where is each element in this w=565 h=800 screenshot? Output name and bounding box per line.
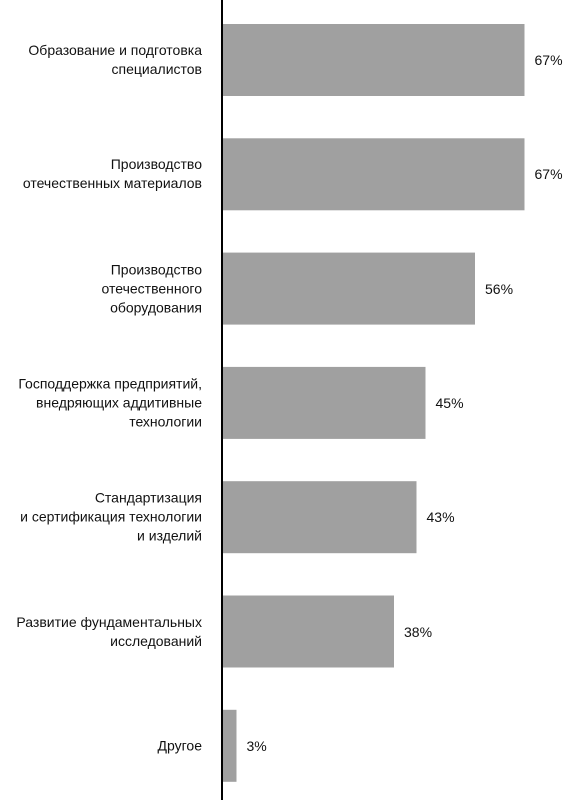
bar (223, 481, 417, 554)
category-label: Производство отечественного оборудования (101, 261, 202, 316)
bar (223, 138, 525, 211)
value-label: 38% (404, 623, 433, 640)
category-label: Образование и подготовка специалистов (28, 42, 202, 77)
category-label: Развитие фундаментальных исследований (16, 613, 202, 649)
value-label: 67% (534, 52, 563, 68)
value-label: 56% (485, 280, 514, 297)
bar (223, 595, 394, 668)
bar (223, 252, 475, 325)
value-label: 43% (426, 509, 455, 526)
category-label: Другое (157, 737, 202, 754)
category-label: Производство отечественных материалов (22, 156, 202, 192)
value-label: 3% (246, 737, 267, 754)
value-label: 45% (435, 394, 464, 411)
bar (223, 366, 426, 439)
category-label: Господдержка предприятий, внедряющих адд… (18, 375, 202, 430)
value-label: 67% (534, 166, 563, 183)
bar (223, 24, 525, 96)
category-label: Стандартизация и сертификация технологии… (20, 489, 202, 544)
bar (223, 709, 237, 782)
